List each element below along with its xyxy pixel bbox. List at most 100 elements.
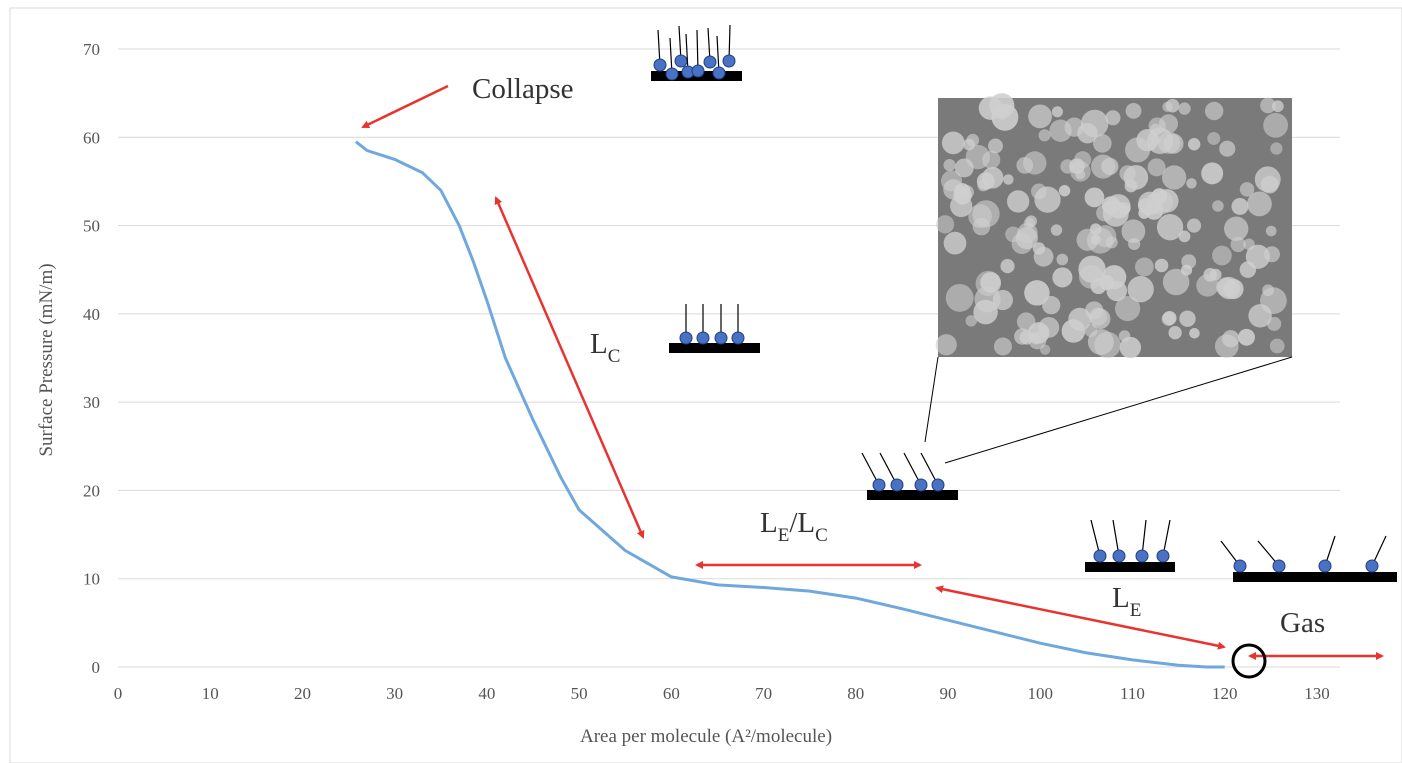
domain-blob [943, 179, 963, 199]
domain-blob [1094, 225, 1116, 247]
domain-blob [1266, 226, 1277, 237]
domain-blob [1122, 219, 1146, 243]
x-tick-label: 40 [478, 684, 495, 703]
head [713, 67, 725, 79]
x-tick-label: 80 [847, 684, 864, 703]
substrate [867, 490, 958, 500]
head [697, 332, 709, 344]
x-tick-label: 120 [1212, 684, 1238, 703]
x-tick-label: 110 [1120, 684, 1145, 703]
domain-blob [1270, 142, 1282, 154]
domain-blob [1077, 123, 1097, 143]
domain-blob [1205, 102, 1223, 120]
annotation: Collapse [472, 73, 574, 105]
head [692, 65, 704, 77]
domain-blob [1079, 265, 1103, 289]
head [723, 55, 735, 67]
domain-blob [936, 334, 957, 355]
head [675, 55, 687, 67]
domain-blob [994, 337, 1012, 355]
domain-blob [1119, 330, 1131, 342]
y-tick-label: 40 [83, 305, 100, 324]
domain-blob [1148, 190, 1173, 215]
domain-blob [1099, 275, 1114, 290]
domain-blob [1163, 269, 1189, 295]
head [654, 59, 666, 71]
head [1234, 560, 1246, 572]
y-tick-label: 30 [83, 393, 100, 412]
domain-blob [1168, 326, 1181, 339]
domain-blob [1179, 310, 1195, 326]
head [915, 479, 927, 491]
head [715, 332, 727, 344]
domain-blob [1125, 137, 1150, 162]
annotation: Gas [1280, 607, 1325, 639]
domain-blob [1240, 261, 1256, 277]
domain-blob [1003, 174, 1014, 185]
domain-blob [1014, 328, 1030, 344]
domain-blob [1218, 277, 1240, 299]
domain-blob [1085, 324, 1098, 337]
domain-blob [1188, 138, 1200, 150]
x-tick-label: 10 [202, 684, 219, 703]
annotation: LE/LC [760, 507, 828, 546]
annotation-part: L [1112, 582, 1130, 614]
domain-blob [1049, 119, 1071, 141]
domain-blob [968, 204, 992, 228]
domain-blob [1272, 100, 1284, 112]
x-tick-label: 90 [940, 684, 957, 703]
domain-blob [1028, 104, 1052, 128]
y-tick-label: 20 [83, 481, 100, 500]
x-tick-label: 100 [1028, 684, 1054, 703]
domain-blob [1187, 218, 1201, 232]
arrow [363, 86, 448, 127]
domain-blob [1219, 141, 1235, 157]
domain-blob [1016, 157, 1033, 174]
x-tick-label: 50 [571, 684, 588, 703]
domain-blob [1207, 132, 1220, 145]
y-axis-title: Surface Pressure (mN/m) [36, 263, 57, 456]
domain-blob [943, 159, 955, 171]
domain-blob [1126, 103, 1142, 119]
domain-blob [1212, 200, 1224, 212]
y-tick-label: 70 [83, 40, 100, 59]
domain-blob [1059, 185, 1070, 196]
domain-blob [1238, 329, 1255, 346]
domain-blob [979, 96, 1002, 119]
domain-blob [1042, 296, 1060, 314]
head [1094, 550, 1106, 562]
domain-blob [988, 139, 1003, 154]
head [1366, 560, 1378, 572]
domain-blob [1091, 155, 1115, 179]
x-axis-title: Area per molecule (A²/molecule) [580, 726, 832, 747]
domain-blob [1212, 246, 1232, 266]
substrate [1233, 572, 1397, 582]
x-tick-label: 70 [755, 684, 772, 703]
domain-blob [1201, 162, 1223, 184]
head [704, 56, 716, 68]
domain-blob [1000, 259, 1014, 273]
inset-pointer [945, 357, 1292, 463]
domain-blob [1255, 166, 1281, 192]
domain-blob [1007, 190, 1029, 212]
domain-blob [1178, 102, 1190, 114]
domain-blob [1247, 191, 1272, 216]
x-tick-label: 60 [663, 684, 680, 703]
arrow [937, 588, 1224, 647]
x-tick-label: 20 [294, 684, 311, 703]
domain-blob [1016, 227, 1038, 249]
domain-blob [980, 272, 1001, 293]
domain-blob [1124, 165, 1149, 190]
domain-blob [936, 215, 954, 233]
y-tick-label: 50 [83, 217, 100, 236]
domain-blob [1070, 161, 1091, 182]
head [932, 479, 944, 491]
domain-blob [1052, 106, 1063, 117]
head [732, 332, 744, 344]
domain-blob [1135, 258, 1154, 277]
y-tick-label: 60 [83, 128, 100, 147]
domain-blob [1270, 339, 1285, 354]
domain-blob [1186, 178, 1197, 189]
y-tick-label: 0 [92, 658, 101, 677]
chart: Area per molecule (A²/molecule) Surface … [0, 0, 1402, 763]
